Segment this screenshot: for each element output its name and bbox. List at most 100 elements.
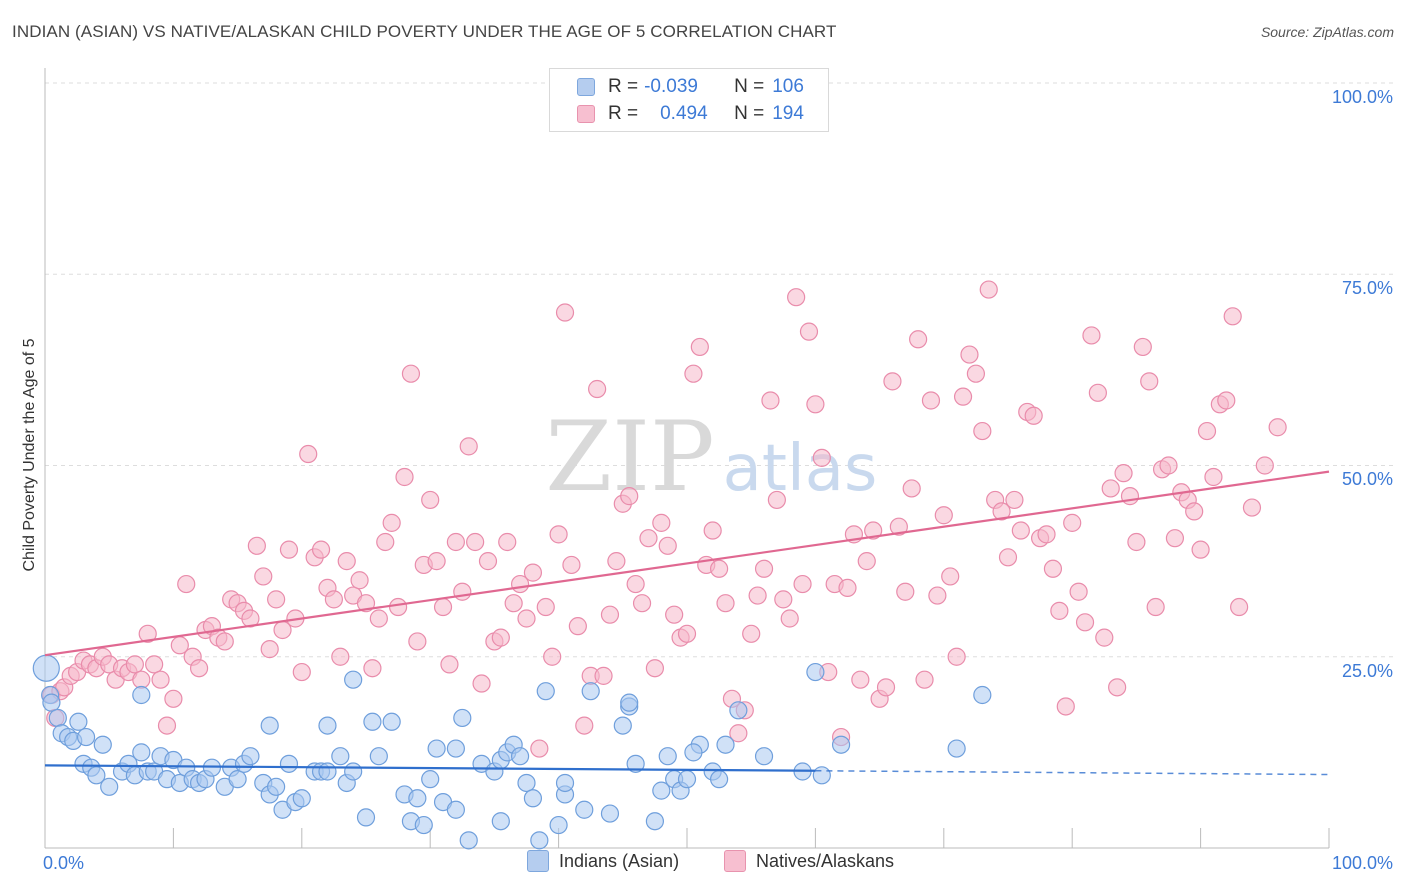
natives-point xyxy=(543,647,562,666)
legend-item-indians[interactable]: Indians (Asian) xyxy=(527,850,679,872)
natives-point xyxy=(145,655,164,674)
natives-point xyxy=(472,674,491,693)
natives-point xyxy=(857,552,876,571)
natives-point xyxy=(1069,582,1088,601)
natives-point xyxy=(1197,421,1217,441)
natives-point xyxy=(1101,479,1120,498)
natives-point xyxy=(1011,521,1030,540)
legend-label-natives: Natives/Alaskans xyxy=(756,850,895,871)
natives-point xyxy=(575,716,594,735)
natives-point xyxy=(395,467,414,487)
natives-point xyxy=(953,387,973,406)
source-label: Source: ZipAtlas.com xyxy=(1260,24,1394,40)
indians-point xyxy=(530,831,549,850)
natives-point xyxy=(1127,532,1146,552)
natives-point xyxy=(1268,418,1287,437)
natives-point xyxy=(1075,613,1095,632)
n-label: N = xyxy=(734,76,765,97)
natives-point xyxy=(774,590,793,609)
natives-point xyxy=(864,521,883,540)
indians-point xyxy=(812,766,831,785)
natives-point xyxy=(1255,456,1274,475)
indians-point xyxy=(344,762,363,781)
legend-label-indians: Indians (Asian) xyxy=(559,850,680,871)
natives-point xyxy=(960,345,979,364)
legend-swatch-blue xyxy=(577,78,595,96)
stats-row-natives: R = 0.494 N = 194 xyxy=(550,101,804,127)
indians-point xyxy=(754,747,774,766)
natives-point xyxy=(1159,456,1178,475)
natives-point xyxy=(812,448,831,467)
indians-point xyxy=(369,747,388,766)
natives-point xyxy=(1230,597,1249,617)
indians-trend-line xyxy=(44,764,816,772)
natives-point xyxy=(555,303,575,322)
indians-point xyxy=(517,773,536,793)
chart-title: INDIAN (ASIAN) VS NATIVE/ALASKAN CHILD P… xyxy=(12,22,837,41)
natives-point xyxy=(787,288,806,307)
natives-point xyxy=(427,552,446,571)
natives-point xyxy=(337,552,356,571)
natives-point xyxy=(157,716,177,735)
natives-point xyxy=(433,597,453,617)
natives-point xyxy=(703,521,722,540)
natives-point xyxy=(376,532,395,552)
natives-point xyxy=(279,540,299,559)
indians-point xyxy=(575,800,594,819)
natives-point xyxy=(1037,525,1056,544)
natives-point xyxy=(626,574,645,594)
natives-point xyxy=(677,624,697,643)
indians-point xyxy=(491,812,510,831)
indians-point xyxy=(427,739,446,758)
stats-row-indians: R = -0.039 N = 106 xyxy=(550,74,804,100)
natives-point xyxy=(504,594,523,613)
indians-point xyxy=(806,662,825,682)
indians-point xyxy=(421,770,440,789)
indians-point xyxy=(709,770,729,789)
natives-point xyxy=(151,670,170,689)
natives-point xyxy=(215,632,234,651)
natives-point xyxy=(838,578,857,598)
natives-point xyxy=(620,487,639,506)
indians-point xyxy=(344,670,363,689)
natives-point xyxy=(1050,601,1069,620)
legend-swatch-indians xyxy=(527,850,549,872)
natives-point xyxy=(292,662,311,682)
y-tick-label-25: 25.0% xyxy=(1342,661,1393,681)
indians-point xyxy=(356,808,376,827)
natives-point xyxy=(324,590,343,609)
natives-point xyxy=(1108,678,1127,697)
natives-point xyxy=(767,490,786,510)
natives-point xyxy=(716,594,735,613)
indians-point xyxy=(132,743,151,762)
legend-swatch-natives xyxy=(724,850,746,872)
indians-point xyxy=(831,735,851,754)
natives-point xyxy=(1185,502,1204,521)
r-value: 0.494 xyxy=(660,103,708,124)
indians-point xyxy=(382,712,401,731)
legend-item-natives[interactable]: Natives/Alaskans xyxy=(724,850,894,872)
indians-point xyxy=(947,739,966,758)
indians-point xyxy=(729,701,748,720)
indians-point xyxy=(555,773,575,793)
trend-layer xyxy=(44,470,1330,776)
indians-point xyxy=(48,708,67,728)
indians-point xyxy=(267,777,286,796)
natives-point xyxy=(645,659,665,678)
indians-point xyxy=(69,712,88,731)
natives-point xyxy=(241,609,260,628)
indians-point xyxy=(453,708,472,728)
natives-point xyxy=(594,666,613,685)
natives-point xyxy=(639,529,658,548)
natives-point xyxy=(902,479,921,498)
natives-point xyxy=(799,322,819,341)
natives-point xyxy=(382,513,401,532)
indians-point xyxy=(260,716,279,735)
indians-point xyxy=(42,693,61,712)
indians-point xyxy=(241,747,260,766)
natives-point xyxy=(491,628,510,647)
natives-point xyxy=(459,437,478,456)
natives-point xyxy=(748,586,767,605)
natives-point xyxy=(164,689,183,708)
r-label: R = xyxy=(608,76,639,97)
